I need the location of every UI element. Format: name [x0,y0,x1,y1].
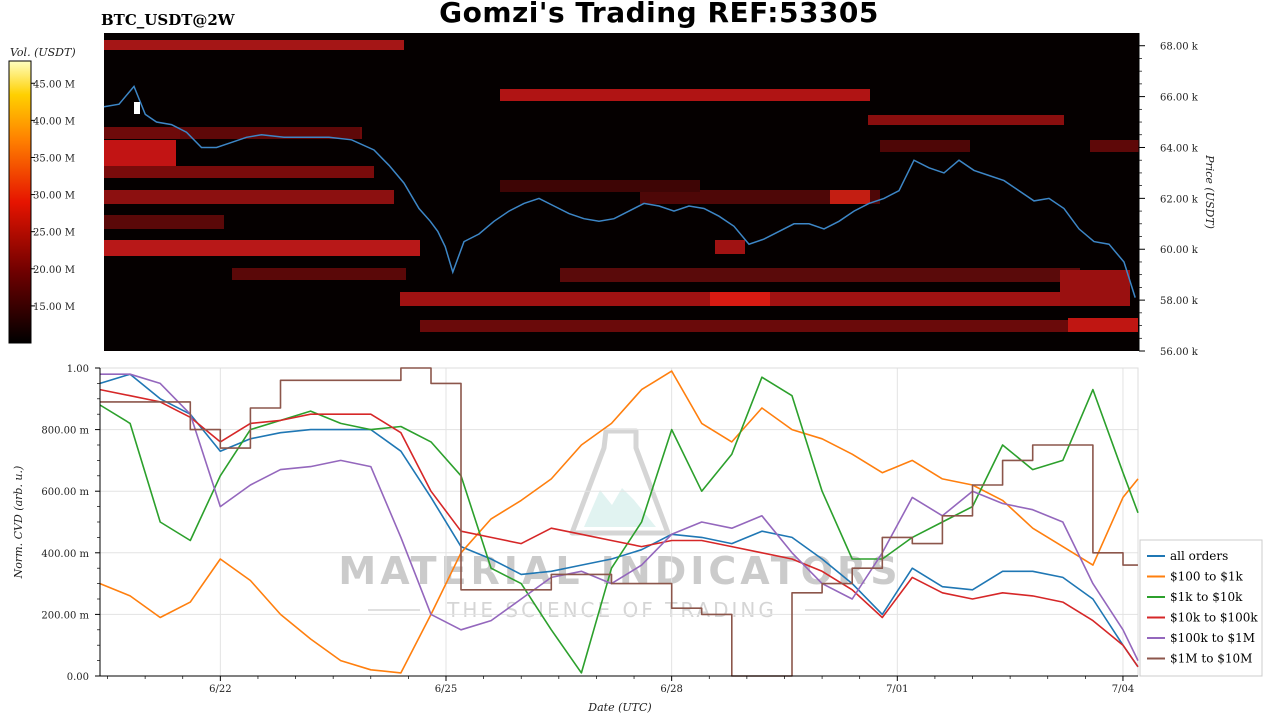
series-line-5 [100,373,1139,661]
liquidity-band [1090,140,1139,152]
price-tick-label: 60.00 k [1160,245,1199,256]
legend-entry: $100k to $1M [1170,631,1255,645]
colorbar: Vol. (USDT) 15.00 M 20.00 M 25.00 M 30.00 M… [8,46,76,344]
price-line [103,84,1136,298]
series-line-3 [99,376,1139,674]
liquidity-band [880,140,970,152]
liquidity-band [232,268,406,280]
cvd-x-tick-label: 7/01 [886,684,908,695]
cvd-x-tick-label: 7/04 [1112,684,1134,695]
liquidity-band [420,320,1070,332]
colorbar-tick-label: 25.00 M [33,228,75,239]
colorbar-tick-label: 30.00 M [33,191,75,202]
liquidity-band [500,180,700,192]
liquidity-band [1068,318,1138,332]
cvd-x-tick-label: 6/25 [435,684,457,695]
series-line-6 [100,367,1138,677]
cvd-series-lines [99,367,1139,677]
cvd-y-tick-label: 400.00 m [41,549,89,560]
cvd-panel: 0.00 200.00 m 400.00 m 600.00 m 800.00 m 1.00… [12,364,1263,714]
price-marker [134,102,140,114]
cvd-x-tick-label: 6/28 [660,684,682,695]
series-line-4 [99,388,1139,668]
liquidity-band [710,292,770,306]
liquidity-band [104,190,394,204]
colorbar-label: Vol. (USDT) [10,46,76,59]
colorbar-tick-label: 20.00 M [33,265,75,276]
cvd-y-axis-title: Norm. CVD (arb. u.) [12,466,25,580]
pair-label: BTC_USDT@2W [101,11,235,29]
legend-entry: $1M to $10M [1170,652,1252,666]
price-tick-label: 58.00 k [1160,296,1199,307]
liquidity-band [104,40,404,50]
series-line-2 [99,370,1139,674]
cvd-y-tick-label: 0.00 [67,672,89,683]
price-tick-label: 66.00 k [1160,93,1199,104]
legend-entry: $1k to $10k [1170,590,1243,604]
legend-entry: $10k to $100k [1170,611,1258,625]
legend-box [1139,539,1263,677]
colorbar-tick-label: 35.00 M [33,153,75,164]
liquidity-bands [104,40,1139,332]
liquidity-band [104,140,176,166]
liquidity-band [640,190,880,204]
watermark-tagline: THE SCIENCE OF TRADING [446,598,777,622]
liquidity-band [104,240,420,256]
cvd-y-tick-label: 1.00 [67,364,89,375]
liquidity-band [868,115,1064,125]
liquidity-band [1060,270,1130,306]
cvd-x-axis-title: Date (UTC) [587,701,651,714]
legend-entry: $100 to $1k [1170,570,1243,584]
price-tick-label: 68.00 k [1160,42,1199,53]
colorbar-tick-label: 40.00 M [33,116,75,127]
legend: all orders $100 to $1k $1k to $10k $10k to … [1139,539,1263,677]
liquidity-band [715,240,745,254]
chart-title: Gomzi's Trading REF:53305 [439,0,879,29]
cvd-y-tick-label: 800.00 m [41,426,89,437]
liquidity-band [180,127,360,139]
cvd-y-tick-label: 200.00 m [41,610,89,621]
heatmap-panel: 56.00 k 58.00 k 60.00 k 62.00 k 64.00 k 66.00… [103,33,1216,358]
cvd-y-tick-label: 600.00 m [41,487,89,498]
liquidity-band [830,190,870,204]
liquidity-band [560,268,1080,282]
series-line-1 [99,373,1139,668]
liquidity-band [500,89,870,101]
colorbar-tick-label: 15.00 M [33,302,75,313]
liquidity-band [104,215,224,229]
colorbar-tick-label: 45.00 M [33,79,75,90]
colorbar-gradient [8,60,32,344]
liquidity-band [104,166,374,178]
price-axis-title: Price (USDT) [1203,154,1216,229]
price-tick-label: 56.00 k [1160,347,1199,358]
flask-liquid-icon [584,488,656,527]
price-tick-label: 64.00 k [1160,143,1199,154]
cvd-x-tick-label: 6/22 [209,684,231,695]
price-tick-label: 62.00 k [1160,194,1199,205]
flask-icon [569,428,671,536]
legend-entry: all orders [1170,549,1228,563]
